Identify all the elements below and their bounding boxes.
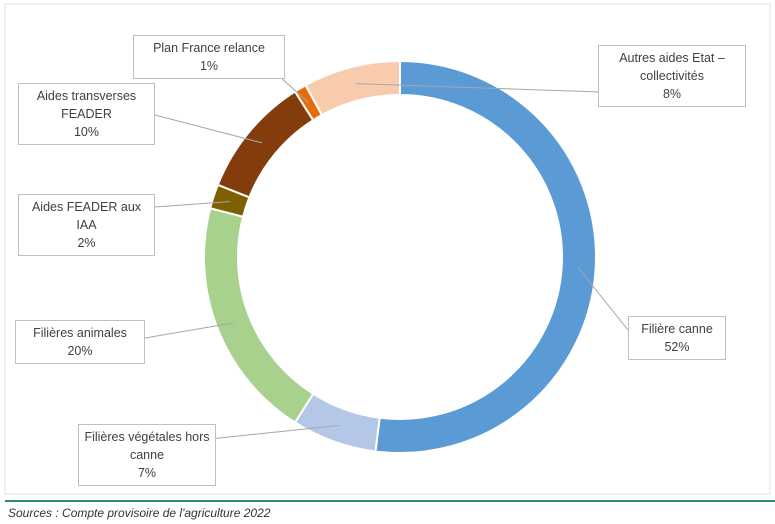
leader-line: [154, 201, 230, 208]
label-name: Aides transverses FEADER: [36, 89, 137, 121]
leader-line: [355, 83, 601, 93]
data-label: Aides transverses FEADER 10%: [18, 83, 155, 145]
data-label: Filière canne 52%: [628, 316, 726, 360]
data-label: Aides FEADER aux IAA 2%: [18, 194, 155, 256]
leader-line: [144, 322, 234, 339]
label-value: 8%: [662, 87, 682, 101]
data-label: Filières animales 20%: [15, 320, 145, 364]
source-note: Sources : Compte provisoire de l'agricul…: [8, 506, 271, 520]
label-name: Plan France relance: [153, 41, 265, 55]
leader-line: [154, 114, 263, 144]
label-value: 2%: [77, 236, 96, 250]
label-name: Filière canne: [641, 322, 713, 336]
label-value: 7%: [137, 466, 157, 480]
leader-line: [279, 76, 310, 104]
label-name: Autres aides Etat – collectivités: [619, 51, 725, 83]
label-name: Filières animales: [33, 326, 127, 340]
label-value: 1%: [199, 59, 219, 73]
label-value: 10%: [73, 125, 100, 139]
label-name: Filières végétales hors canne: [84, 430, 210, 462]
data-label: Filières végétales hors canne 7%: [78, 424, 216, 486]
donut-slice: [374, 59, 597, 454]
label-name: Aides FEADER aux IAA: [31, 200, 142, 232]
label-value: 52%: [664, 340, 690, 354]
leader-line: [578, 267, 629, 331]
data-label: Plan France relance 1%: [133, 35, 285, 79]
label-value: 20%: [67, 344, 93, 358]
leader-line: [199, 424, 340, 441]
donut-slice: [304, 59, 401, 117]
data-label: Autres aides Etat – collectivités 8%: [598, 45, 746, 107]
